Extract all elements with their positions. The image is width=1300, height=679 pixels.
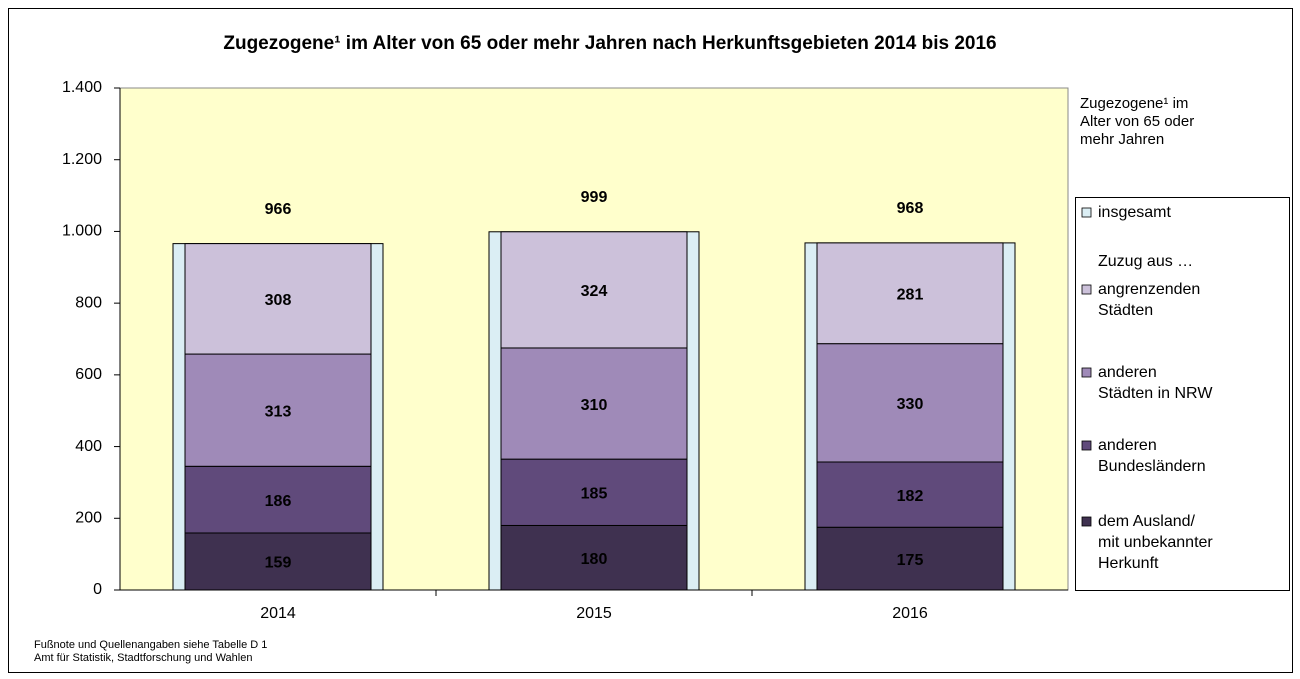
- total-label: 968: [897, 200, 924, 217]
- legend-label: anderen Bundesländern: [1098, 437, 1206, 475]
- y-tick-label: 200: [75, 510, 102, 527]
- footnote: Amt für Statistik, Stadtforschung und Wa…: [34, 652, 252, 664]
- y-tick-label: 1.000: [62, 223, 102, 240]
- bar-segment: [184, 532, 372, 591]
- x-tick-label: 2015: [576, 605, 612, 622]
- y-tick-label: 800: [75, 294, 102, 311]
- segment-label: 330: [897, 396, 924, 413]
- bar-segment: [184, 465, 372, 534]
- bar-segment: [184, 243, 372, 355]
- footnote: Fußnote und Quellenangaben siehe Tabelle…: [34, 639, 267, 651]
- segment-label: 324: [581, 283, 608, 300]
- y-tick-label: 1.400: [62, 79, 102, 96]
- y-tick-label: 0: [93, 581, 102, 598]
- legend-label: anderen Städten in NRW: [1098, 364, 1213, 402]
- segment-label: 180: [581, 551, 608, 568]
- segment-label: 182: [897, 488, 924, 505]
- legend-label: insgesamt: [1098, 204, 1171, 221]
- legend-title: Zugezogene¹ im Alter von 65 oder mehr Jahr…: [1080, 95, 1194, 148]
- chart-title: Zugezogene¹ im Alter von 65 oder mehr Ja…: [223, 33, 996, 54]
- legend-swatch: [1081, 516, 1092, 527]
- segment-label: 313: [265, 403, 292, 420]
- y-tick-label: 600: [75, 366, 102, 383]
- bar-segment: [500, 231, 688, 349]
- legend-label: angrenzenden Städten: [1098, 281, 1200, 319]
- bar-segment: [500, 458, 688, 526]
- bar-segment: [184, 353, 372, 467]
- legend-swatch: [1081, 284, 1092, 295]
- segment-label: 310: [581, 397, 608, 414]
- segment-label: 159: [265, 555, 292, 572]
- legend-label: dem Ausland/mit unbekannter Herkunft: [1098, 513, 1213, 572]
- bar-segment: [816, 343, 1004, 463]
- bar-segment: [816, 526, 1004, 591]
- y-tick-label: 400: [75, 438, 102, 455]
- bar-segment: [500, 524, 688, 591]
- total-label: 966: [265, 201, 292, 218]
- legend-subheading: Zuzug aus …: [1098, 253, 1193, 270]
- segment-label: 308: [265, 292, 292, 309]
- x-tick-label: 2016: [892, 605, 928, 622]
- x-tick-label: 2014: [260, 605, 296, 622]
- y-tick-label: 1.200: [62, 151, 102, 168]
- segment-label: 175: [897, 552, 924, 569]
- legend-swatch: [1081, 440, 1092, 451]
- legend-box: [1075, 197, 1290, 591]
- segment-label: 281: [897, 287, 924, 304]
- bar-segment: [816, 242, 1004, 345]
- total-label: 999: [581, 189, 608, 206]
- bar-segment: [500, 347, 688, 460]
- segment-label: 186: [265, 493, 292, 510]
- bar-segment: [816, 461, 1004, 528]
- legend-swatch: [1081, 207, 1092, 218]
- segment-label: 185: [581, 486, 608, 503]
- legend-swatch: [1081, 367, 1092, 378]
